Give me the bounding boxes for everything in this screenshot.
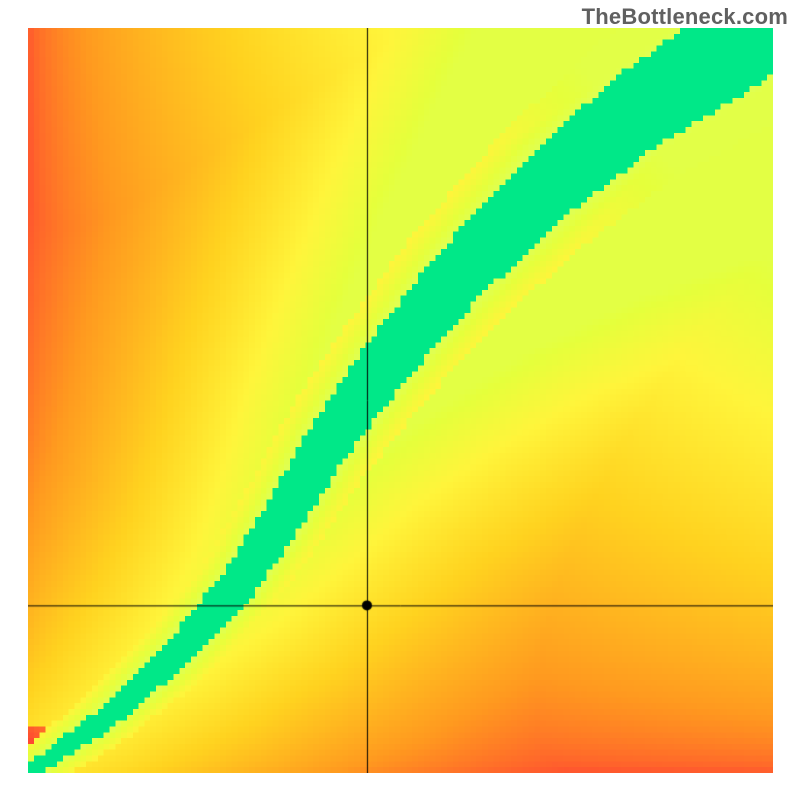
bottleneck-heatmap bbox=[28, 28, 773, 773]
watermark-text: TheBottleneck.com bbox=[582, 4, 788, 30]
chart-container: TheBottleneck.com bbox=[0, 0, 800, 800]
